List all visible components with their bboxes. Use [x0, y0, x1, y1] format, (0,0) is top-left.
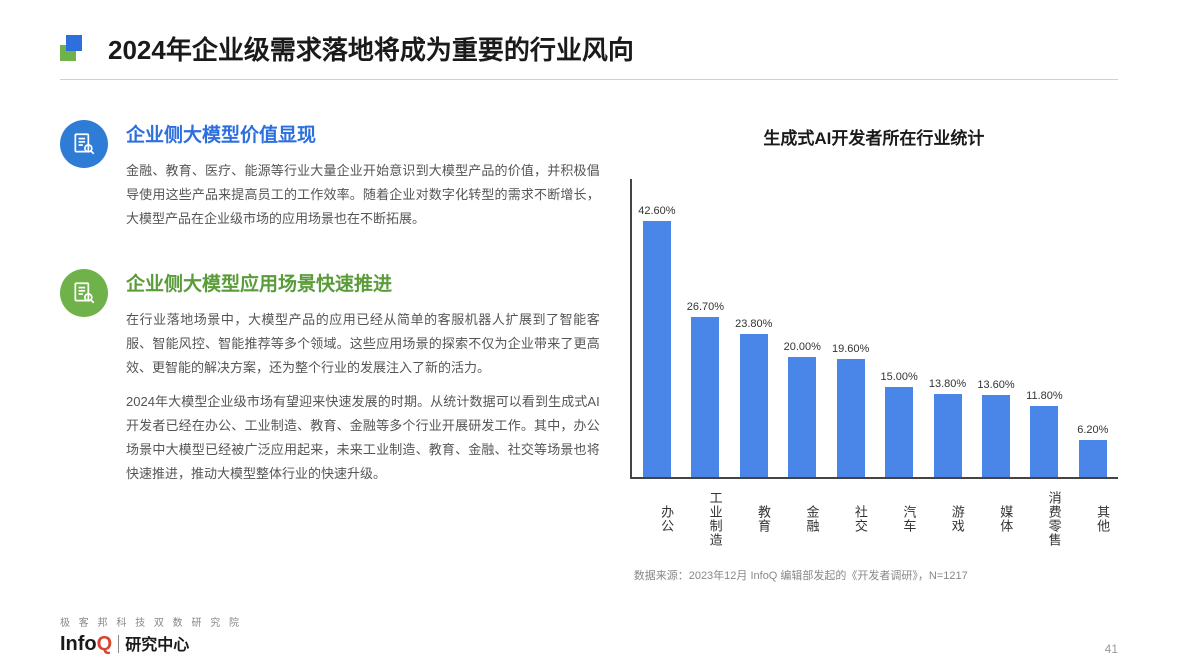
header: 2024年企业级需求落地将成为重要的行业风向	[0, 0, 1178, 79]
bar-value-label: 26.70%	[687, 301, 724, 313]
right-column: 生成式AI开发者所在行业统计 42.60% 26.70% 23.80% 20.00% 1…	[630, 120, 1118, 583]
bar-value-label: 42.60%	[638, 205, 675, 217]
bar	[740, 334, 768, 477]
document-search-icon	[60, 269, 108, 317]
x-axis-label: 其他	[1074, 485, 1112, 553]
section-2-title: 企业侧大模型应用场景快速推进	[126, 269, 600, 296]
bar-value-label: 13.80%	[929, 378, 966, 390]
header-icon	[60, 35, 88, 63]
bar-value-label: 19.60%	[832, 343, 869, 355]
footer-subtitle: 极 客 邦 科 技 双 数 研 究 院	[60, 614, 242, 629]
section-2-body-2: 2024年大模型企业级市场有望迎来快速发展的时期。从统计数据可以看到生成式AI开…	[126, 390, 600, 486]
page-number: 41	[1105, 642, 1118, 656]
bar	[788, 357, 816, 477]
bar	[837, 359, 865, 477]
section-2: 企业侧大模型应用场景快速推进 在行业落地场景中，大模型产品的应用已经从简单的客服…	[60, 269, 600, 496]
section-1: 企业侧大模型价值显现 金融、教育、医疗、能源等行业大量企业开始意识到大模型产品的…	[60, 120, 600, 241]
chart-source: 数据来源：2023年12月 InfoQ 编辑部发起的《开发者调研》，N=1217	[630, 567, 1118, 583]
page-title: 2024年企业级需求落地将成为重要的行业风向	[108, 30, 634, 67]
footer-brand: 极 客 邦 科 技 双 数 研 究 院 InfoQ 研究中心	[60, 614, 242, 656]
footer: 极 客 邦 科 技 双 数 研 究 院 InfoQ 研究中心 41	[60, 614, 1118, 656]
left-column: 企业侧大模型价值显现 金融、教育、医疗、能源等行业大量企业开始意识到大模型产品的…	[60, 120, 600, 583]
content: 企业侧大模型价值显现 金融、教育、医疗、能源等行业大量企业开始意识到大模型产品的…	[0, 80, 1178, 583]
x-axis-label: 工业制造	[686, 485, 724, 553]
bar-value-label: 11.80%	[1026, 390, 1063, 402]
section-2-body-1: 在行业落地场景中，大模型产品的应用已经从简单的客服机器人扩展到了智能客服、智能风…	[126, 308, 600, 380]
x-axis-label: 媒体	[977, 485, 1015, 553]
document-search-icon	[60, 120, 108, 168]
logo-divider	[118, 635, 119, 653]
bar	[643, 221, 671, 477]
section-1-title: 企业侧大模型价值显现	[126, 120, 600, 147]
section-1-body: 金融、教育、医疗、能源等行业大量企业开始意识到大模型产品的价值，并积极倡导使用这…	[126, 159, 600, 231]
bar-chart: 42.60% 26.70% 23.80% 20.00% 19.60% 15.00% 13.8…	[630, 179, 1118, 479]
bar	[691, 317, 719, 477]
bar-value-label: 23.80%	[735, 318, 772, 330]
x-axis-label: 游戏	[928, 485, 966, 553]
bar	[885, 387, 913, 477]
bar-value-label: 13.60%	[977, 379, 1014, 391]
bar	[934, 394, 962, 477]
x-axis-label: 消费零售	[1025, 485, 1063, 553]
chart-title: 生成式AI开发者所在行业统计	[630, 124, 1118, 149]
logo-infoq: InfoQ	[60, 633, 112, 656]
bar-value-label: 6.20%	[1077, 424, 1108, 436]
bar	[1079, 440, 1107, 477]
bar	[982, 395, 1010, 477]
x-axis-label: 教育	[735, 485, 773, 553]
bar-value-label: 15.00%	[880, 371, 917, 383]
bar-value-label: 20.00%	[784, 341, 821, 353]
bar	[1030, 406, 1058, 477]
x-axis-label: 社交	[831, 485, 869, 553]
x-axis-label: 金融	[783, 485, 821, 553]
footer-logo: InfoQ 研究中心	[60, 631, 242, 656]
chart-x-labels: 办公工业制造教育金融社交汽车游戏媒体消费零售其他	[630, 479, 1118, 553]
x-axis-label: 汽车	[880, 485, 918, 553]
x-axis-label: 办公	[638, 485, 676, 553]
logo-cn: 研究中心	[125, 631, 189, 655]
